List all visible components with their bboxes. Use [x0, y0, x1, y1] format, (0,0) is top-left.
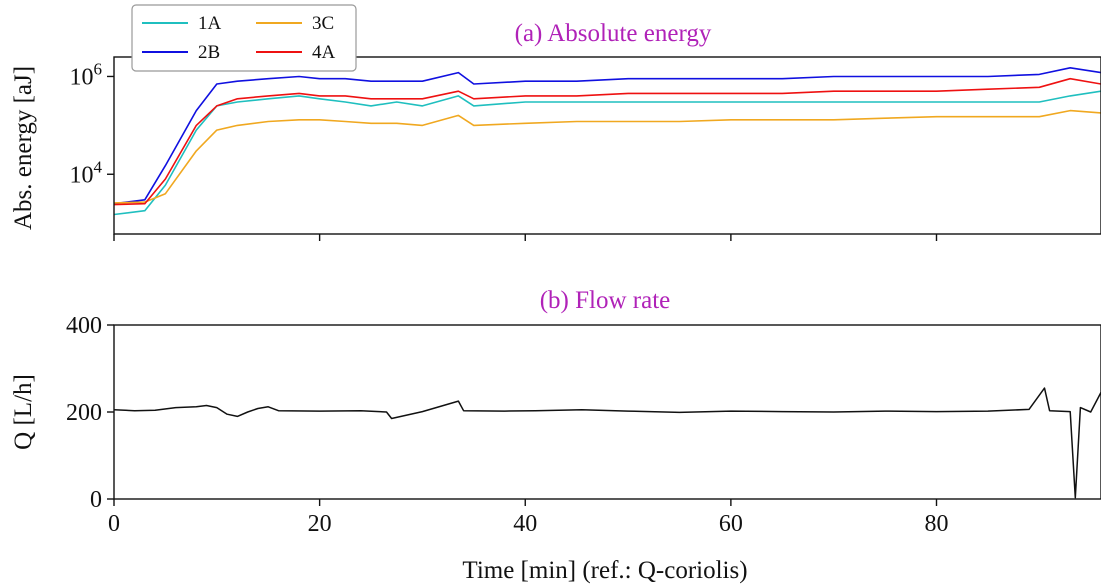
series-line-flow-rate [113, 387, 1101, 499]
legend-label-4a: 4A [312, 42, 336, 63]
x-tick-label: 20 [308, 511, 332, 537]
legend-label-3c: 3C [312, 13, 334, 34]
legend: 1A 2B 3C 4A [131, 4, 357, 72]
legend-box [131, 4, 357, 72]
series-line-2b [113, 67, 1101, 205]
panel-a-y-tick-label: 104 [70, 157, 103, 188]
x-tick-label: 0 [108, 511, 120, 537]
panel-a-title: (a) Absolute energy [515, 20, 712, 47]
panel-b-series-group [113, 387, 1101, 499]
legend-label-1a: 1A [198, 13, 222, 34]
panel-b-frame [113, 324, 1101, 500]
x-tick-label: 80 [925, 511, 949, 537]
panel-a-ticks: 104 106 [70, 59, 938, 241]
panel-a-series-group [113, 67, 1101, 216]
legend-items: 1A 2B 3C 4A [142, 13, 336, 63]
series-line-1a [113, 90, 1101, 216]
panel-b-y-tick-label: 0 [90, 487, 102, 513]
legend-label-2b: 2B [198, 42, 220, 63]
panel-b-ticks: 0 20 40 60 80 0 200 400 [66, 313, 949, 537]
panel-absolute-energy: (a) Absolute energy Abs. energy [aJ] 104… [10, 20, 1101, 241]
panel-b-y-axis-label: Q [L/h] [10, 374, 37, 450]
panel-b-y-tick-label: 200 [66, 400, 102, 426]
series-line-4a [113, 77, 1101, 206]
x-axis-label: Time [min] (ref.: Q-coriolis) [462, 557, 747, 584]
panel-b-y-tick-label: 400 [66, 313, 102, 339]
panel-a-y-axis-label: Abs. energy [aJ] [10, 66, 37, 230]
panel-a-frame [113, 56, 1101, 235]
series-line-3c [113, 109, 1101, 204]
panel-flow-rate: (b) Flow rate Q [L/h] 0 20 40 60 80 0 200 400 T… [10, 287, 1101, 584]
x-tick-label: 60 [719, 511, 743, 537]
x-tick-label: 40 [513, 511, 537, 537]
panel-a-y-tick-label: 106 [70, 59, 103, 90]
panel-b-title: (b) Flow rate [540, 287, 671, 314]
